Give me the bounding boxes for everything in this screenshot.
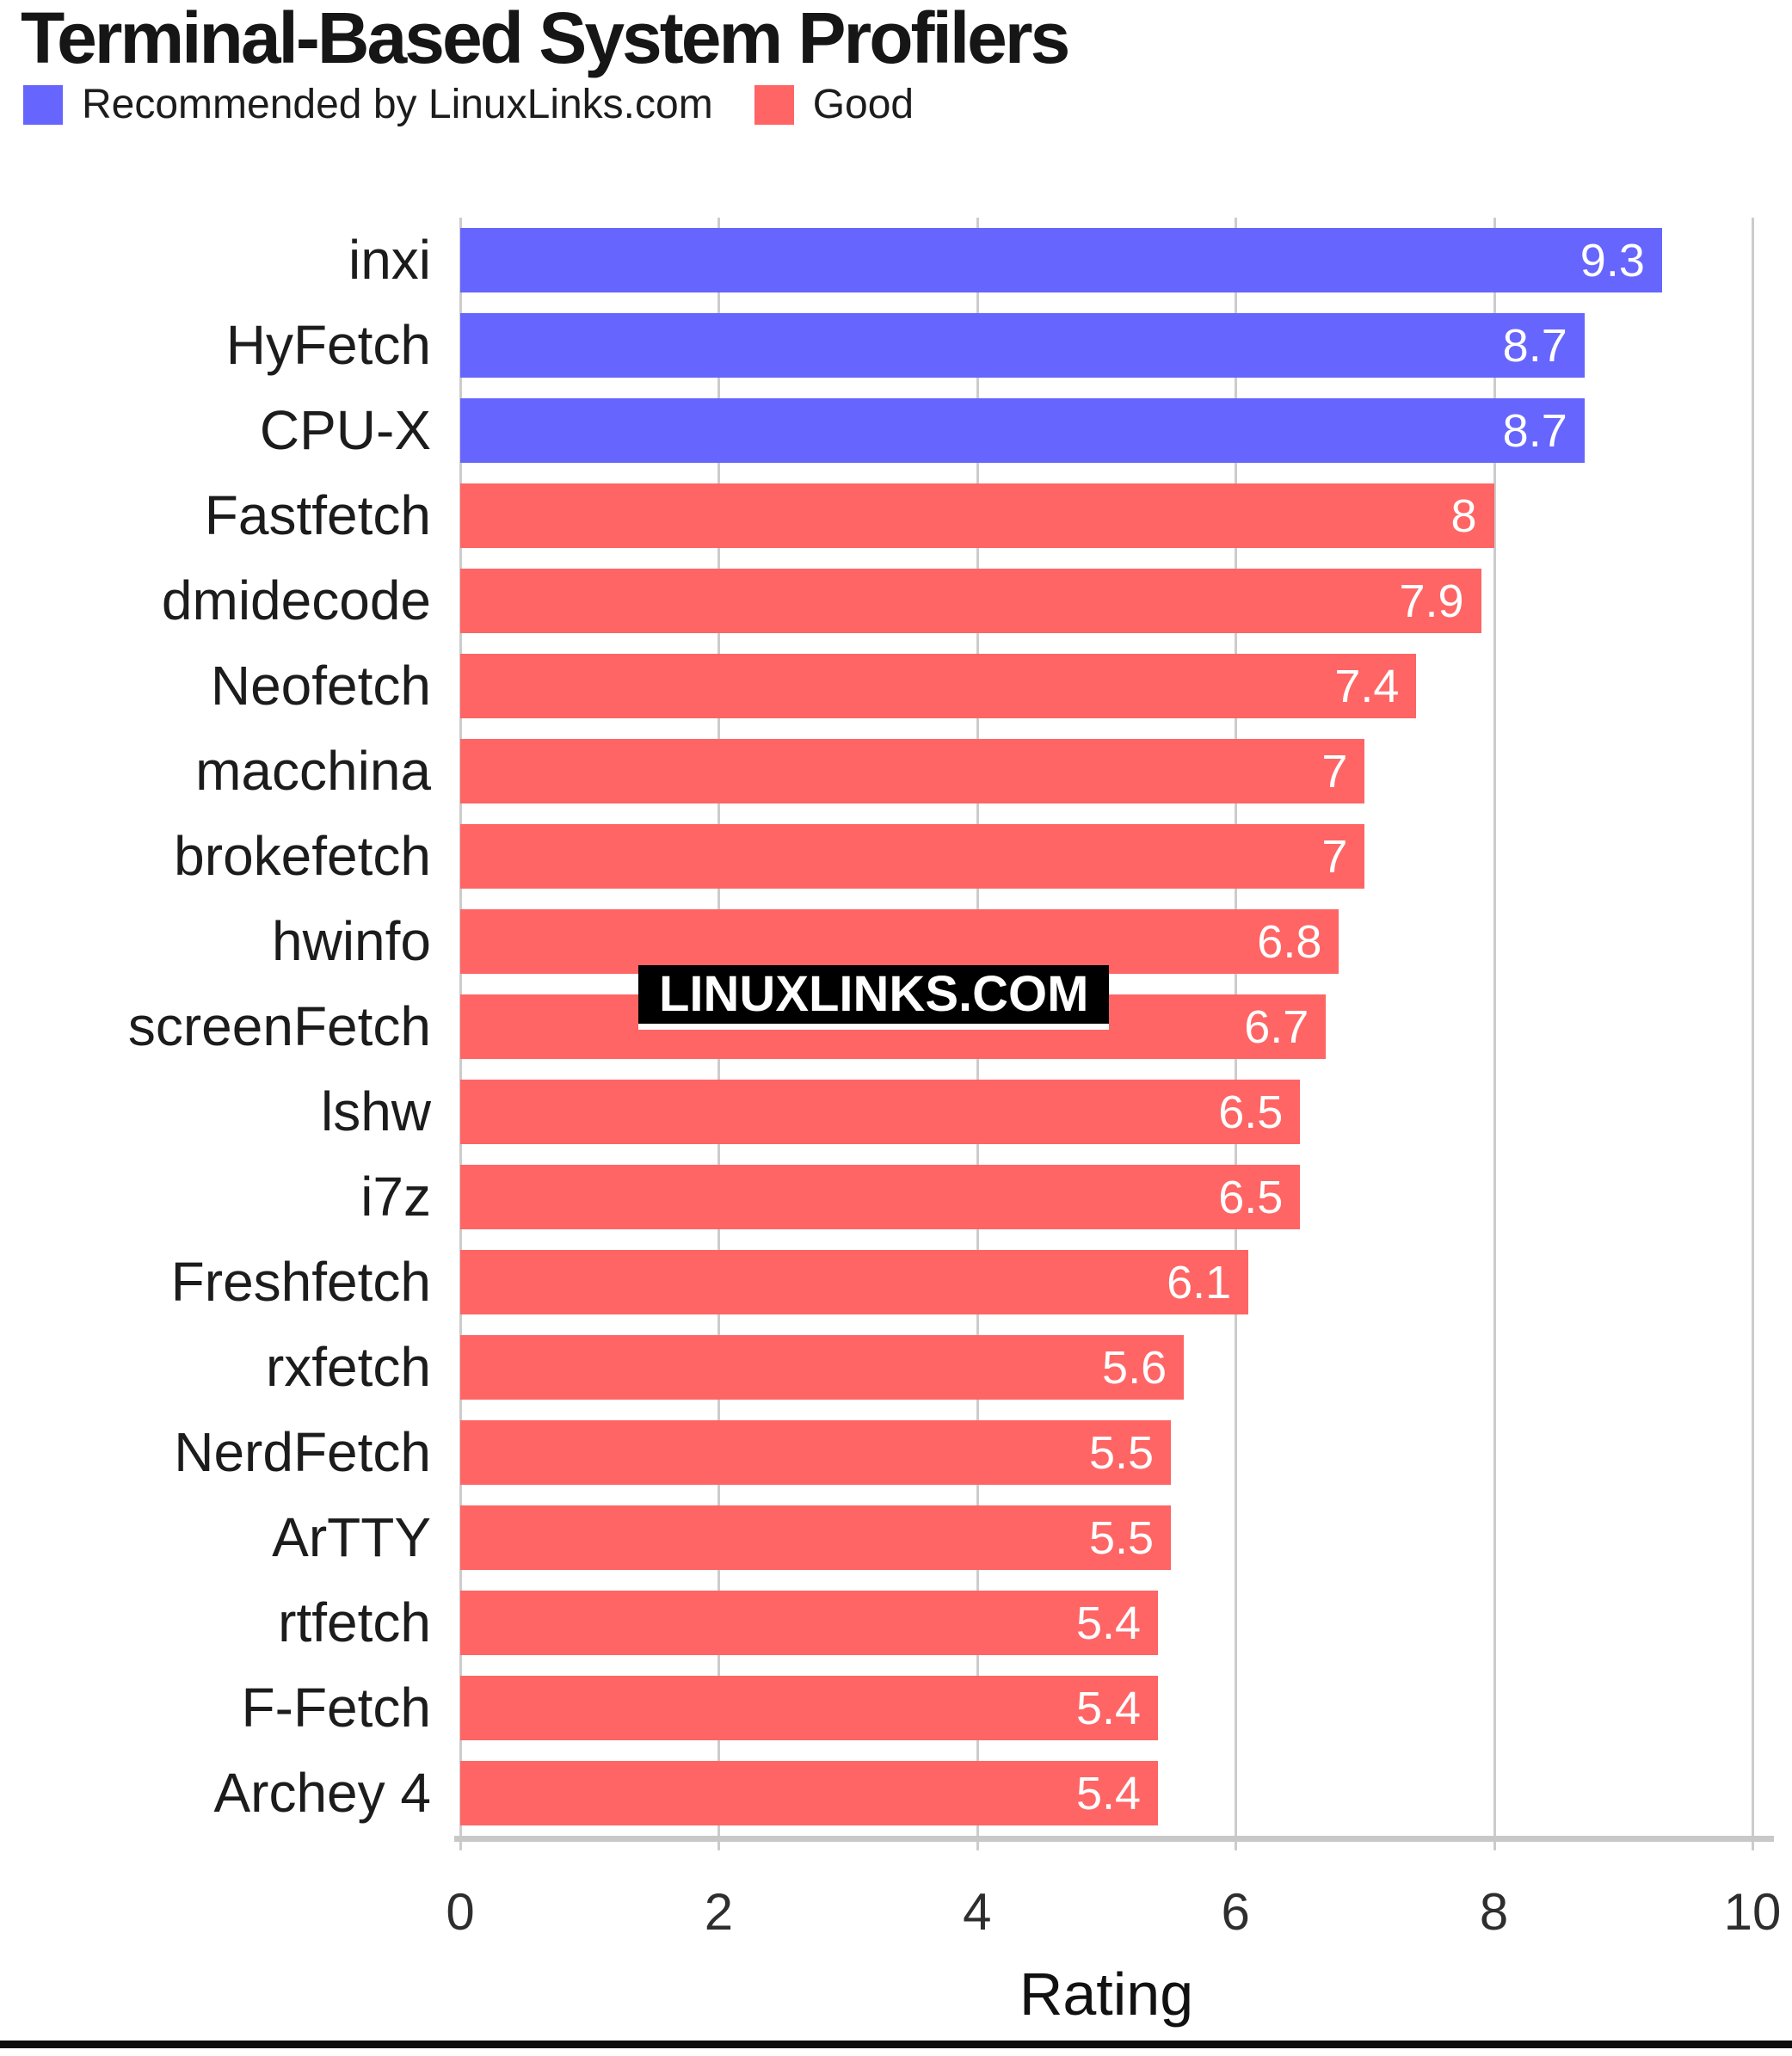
bar-lshw: 6.5 (460, 1080, 1301, 1144)
legend-swatch-good (754, 84, 794, 125)
watermark: LINUXLINKS.COM (638, 965, 1110, 1030)
bar-Neofetch: 7.4 (460, 654, 1417, 718)
bar-row: brokefetch 7 (0, 814, 1792, 899)
legend-label-recommended: Recommended by LinuxLinks.com (82, 82, 713, 127)
bar-row: rtfetch 5.4 (0, 1580, 1792, 1665)
chart-title: Terminal-Based System Profilers (21, 0, 1070, 78)
bar-F-Fetch: 5.4 (460, 1676, 1159, 1740)
bar-value-label: 6.1 (1167, 1257, 1232, 1308)
bar-row: HyFetch 8.7 (0, 303, 1792, 388)
bar-value-label: 9.3 (1580, 235, 1645, 286)
category-label: CPU-X (259, 399, 431, 461)
category-label: HyFetch (225, 314, 431, 376)
category-label: i7z (360, 1166, 431, 1228)
bar-value-label: 7 (1321, 831, 1348, 883)
bar-value-label: 8.7 (1502, 320, 1567, 372)
bar-row: hwinfo 6.8 (0, 899, 1792, 984)
bar-value-label: 7 (1321, 746, 1348, 797)
category-label: rxfetch (265, 1336, 431, 1398)
bar-value-label: 5.4 (1076, 1683, 1142, 1734)
bar-i7z: 6.5 (460, 1165, 1301, 1229)
bar-Fastfetch: 8 (460, 483, 1494, 548)
bar-ArTTY: 5.5 (460, 1505, 1172, 1570)
bar-row: CPU-X 8.7 (0, 388, 1792, 473)
category-label: screenFetch (127, 995, 431, 1057)
bar-HyFetch: 8.7 (460, 313, 1585, 378)
bar-value-label: 5.5 (1089, 1427, 1155, 1479)
x-tick-2: 2 (704, 1883, 734, 1941)
category-label: dmidecode (161, 569, 431, 631)
bar-row: inxi 9.3 (0, 218, 1792, 303)
bar-NerdFetch: 5.5 (460, 1420, 1172, 1485)
category-label: brokefetch (174, 825, 431, 887)
bar-value-label: 6.7 (1244, 1001, 1309, 1053)
gridline-10 (1752, 218, 1754, 1850)
x-tick-6: 6 (1221, 1883, 1250, 1941)
bar-row: i7z 6.5 (0, 1154, 1792, 1240)
category-label: Neofetch (210, 655, 431, 717)
category-label: Fastfetch (204, 484, 431, 546)
x-tick-8: 8 (1479, 1883, 1509, 1941)
category-label: inxi (348, 229, 431, 291)
bar-rows: inxi 9.3 HyFetch 8.7 CPU-X 8.7 Fastfetch 8 dmide… (0, 218, 1792, 1836)
bar-row: Freshfetch 6.1 (0, 1240, 1792, 1325)
category-label: Archey 4 (213, 1762, 431, 1824)
bar-value-label: 8.7 (1502, 405, 1567, 457)
category-label: rtfetch (278, 1591, 431, 1653)
bar-Archey 4: 5.4 (460, 1761, 1159, 1825)
bar-row: F-Fetch 5.4 (0, 1665, 1792, 1751)
bar-rtfetch: 5.4 (460, 1591, 1159, 1655)
bar-value-label: 5.4 (1076, 1768, 1142, 1819)
category-label: macchina (195, 740, 431, 802)
bar-value-label: 6.8 (1257, 916, 1322, 968)
bar-value-label: 6.5 (1218, 1086, 1284, 1138)
gridline-8 (1493, 218, 1496, 1850)
category-label: ArTTY (272, 1506, 431, 1568)
x-tick-4: 4 (963, 1883, 992, 1941)
bar-dmidecode: 7.9 (460, 569, 1481, 633)
bar-value-label: 7.4 (1334, 661, 1400, 712)
legend: Recommended by LinuxLinks.com Good (23, 81, 914, 128)
bar-row: Archey 4 5.4 (0, 1751, 1792, 1836)
bar-value-label: 8 (1450, 490, 1477, 542)
x-tick-10: 10 (1723, 1883, 1782, 1941)
bottom-border (0, 2041, 1792, 2048)
bar-row: dmidecode 7.9 (0, 558, 1792, 643)
category-label: NerdFetch (174, 1421, 431, 1483)
bar-value-label: 7.9 (1399, 576, 1464, 627)
bar-row: Fastfetch 8 (0, 473, 1792, 558)
bar-rxfetch: 5.6 (460, 1335, 1185, 1400)
x-axis-label: Rating (1019, 1961, 1194, 2028)
x-tick-0: 0 (446, 1883, 475, 1941)
bar-value-label: 6.5 (1218, 1172, 1284, 1223)
bar-row: macchina 7 (0, 729, 1792, 814)
bar-CPU-X: 8.7 (460, 398, 1585, 463)
bar-brokefetch: 7 (460, 824, 1365, 889)
x-axis-line (454, 1836, 1774, 1842)
legend-label-good: Good (812, 82, 914, 127)
category-label: hwinfo (272, 910, 431, 972)
category-label: Freshfetch (170, 1251, 431, 1313)
bar-hwinfo: 6.8 (460, 909, 1339, 974)
category-label: lshw (320, 1080, 431, 1142)
bar-row: NerdFetch 5.5 (0, 1410, 1792, 1495)
bar-row: lshw 6.5 (0, 1069, 1792, 1154)
bar-inxi: 9.3 (460, 228, 1662, 292)
bar-macchina: 7 (460, 739, 1365, 803)
category-label: F-Fetch (241, 1677, 431, 1739)
bar-Freshfetch: 6.1 (460, 1250, 1249, 1314)
bar-row: ArTTY 5.5 (0, 1495, 1792, 1580)
bar-value-label: 5.6 (1102, 1342, 1167, 1394)
bar-row: Neofetch 7.4 (0, 643, 1792, 729)
bar-value-label: 5.4 (1076, 1597, 1142, 1649)
legend-swatch-recommended (23, 84, 63, 125)
bar-row: rxfetch 5.6 (0, 1325, 1792, 1410)
bar-value-label: 5.5 (1089, 1512, 1155, 1564)
